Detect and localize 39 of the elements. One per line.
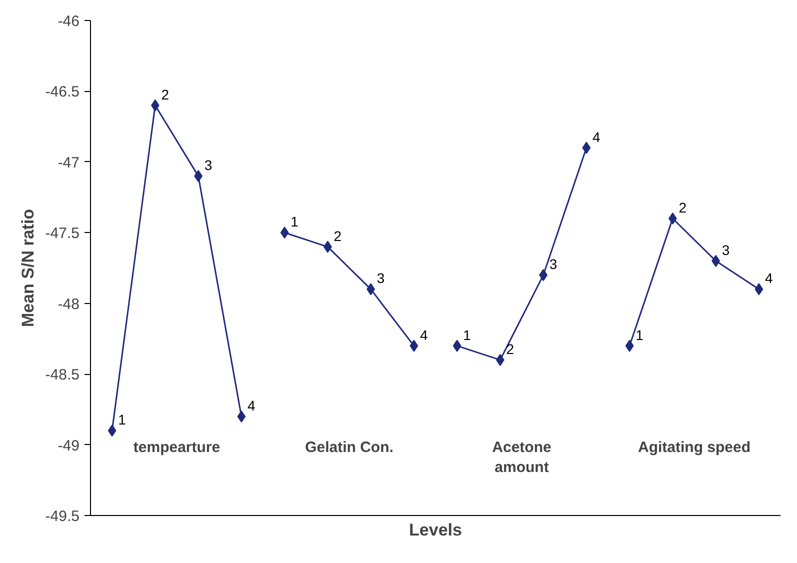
y-axis-title: Mean S/N ratio (18, 208, 38, 328)
point (668, 212, 677, 224)
y-tick-label: -48 (58, 296, 80, 313)
y-tick-label: -49.5 (45, 508, 80, 525)
point (237, 410, 246, 422)
y-tick-label: -48.5 (45, 366, 80, 384)
y-tick-label: -47.5 (45, 225, 80, 242)
point (452, 340, 462, 352)
annotation: 2 (506, 340, 514, 357)
annotation: 3 (376, 270, 385, 286)
point (280, 226, 289, 239)
annotation: 2 (161, 86, 170, 102)
y-tick-label: -46 (58, 13, 80, 30)
annotation: 1 (636, 326, 644, 343)
point (108, 424, 116, 437)
point (410, 340, 418, 352)
annotation: Gelatin Con. (305, 438, 394, 456)
annotation: 3 (722, 242, 730, 258)
annotation: 2 (678, 200, 687, 216)
y-tick-label: -47 (58, 154, 80, 172)
annotation: Agitating speed (638, 438, 751, 456)
annotation: 4 (247, 398, 256, 414)
annotation: 4 (592, 128, 600, 145)
annotation: Acetone amount (492, 438, 552, 476)
point (625, 340, 634, 352)
y-tick-label: -49 (58, 437, 80, 454)
annotation: 4 (764, 270, 773, 286)
annotation: 3 (549, 256, 558, 272)
annotation: 1 (463, 326, 472, 343)
annotation: 1 (118, 412, 126, 428)
annotation: 4 (420, 326, 428, 343)
annotation: 3 (204, 157, 212, 174)
y-tick-label: -46.5 (45, 84, 80, 101)
point (582, 142, 591, 154)
annotation: 1 (290, 214, 299, 230)
point (754, 283, 764, 296)
annotation: 2 (334, 228, 342, 244)
annotation: tempearture (133, 438, 220, 456)
x-axis-title: Levels (409, 520, 462, 540)
